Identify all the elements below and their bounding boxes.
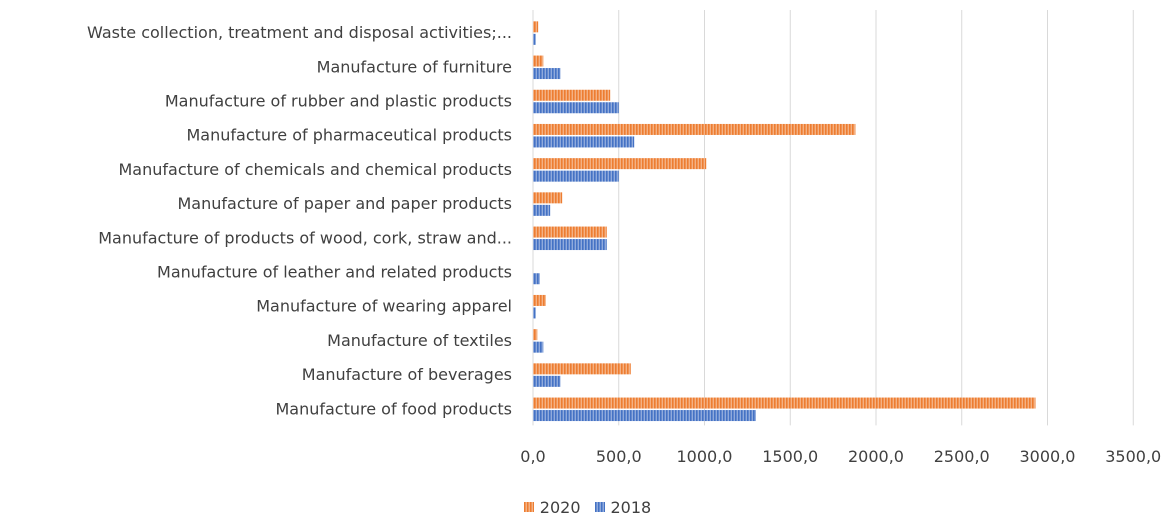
legend-label-2018: 2018 <box>610 497 652 517</box>
bar-2020 <box>533 363 631 375</box>
bar-2020 <box>533 21 539 33</box>
bar-2020 <box>533 329 538 341</box>
category-labels: Waste collection, treatment and disposal… <box>87 23 512 418</box>
legend-item-2018: 2018 <box>594 497 652 517</box>
x-tick-label: 2000,0 <box>848 447 904 466</box>
x-tick-label: 1000,0 <box>677 447 733 466</box>
bar-2018 <box>533 68 561 80</box>
bar-2018 <box>533 341 544 353</box>
category-label: Waste collection, treatment and disposal… <box>87 23 512 42</box>
category-label: Manufacture of beverages <box>302 365 512 384</box>
bar-2018 <box>533 204 551 216</box>
category-label: Manufacture of paper and paper products <box>177 194 512 213</box>
x-tick-label: 3000,0 <box>1020 447 1076 466</box>
bar-2018 <box>533 273 540 285</box>
bar-2018 <box>533 136 635 148</box>
x-axis-tick-labels: 0,0 500,0 1000,0 1500,0 2000,0 2500,0 3000,0 35… <box>520 447 1161 466</box>
bar-2018 <box>533 102 619 114</box>
bar-2020 <box>533 294 546 306</box>
bar-2020 <box>533 397 1036 409</box>
x-tick-label: 500,0 <box>596 447 642 466</box>
legend-label-2020: 2020 <box>539 497 581 517</box>
category-label: Manufacture of furniture <box>317 57 512 76</box>
bar-chart: Waste collection, treatment and disposal… <box>87 10 1161 466</box>
bar-2018 <box>533 33 536 45</box>
legend: 2020 2018 <box>0 497 1175 517</box>
bar-2020 <box>533 226 607 238</box>
bar-2018 <box>533 375 561 387</box>
gridlines <box>532 10 1134 426</box>
x-tick-label: 1500,0 <box>762 447 818 466</box>
legend-swatch-2020 <box>523 502 534 512</box>
bar-2018 <box>533 410 756 422</box>
legend-swatch-2018 <box>594 502 605 512</box>
bar-2020 <box>533 158 707 170</box>
legend-item-2020: 2020 <box>523 497 581 517</box>
bar-2018 <box>533 170 619 182</box>
category-label: Manufacture of textiles <box>327 331 512 350</box>
x-tick-label: 2500,0 <box>934 447 990 466</box>
category-label: Manufacture of pharmaceutical products <box>187 126 513 145</box>
category-label: Manufacture of chemicals and chemical pr… <box>119 160 513 179</box>
category-label: Manufacture of rubber and plastic produc… <box>165 92 512 111</box>
bar-2020 <box>533 123 856 135</box>
category-label: Manufacture of products of wood, cork, s… <box>98 228 512 247</box>
category-label: Manufacture of leather and related produ… <box>157 263 512 282</box>
bar-2020 <box>533 89 611 101</box>
bar-2020 <box>533 192 563 204</box>
bar-2020 <box>533 55 544 67</box>
category-label: Manufacture of wearing apparel <box>256 297 512 316</box>
bars <box>533 21 1036 422</box>
x-tick-label: 3500,0 <box>1105 447 1161 466</box>
category-label: Manufacture of food products <box>275 399 512 418</box>
x-tick-label: 0,0 <box>520 447 545 466</box>
bar-2018 <box>533 239 607 251</box>
bar-2018 <box>533 307 536 319</box>
